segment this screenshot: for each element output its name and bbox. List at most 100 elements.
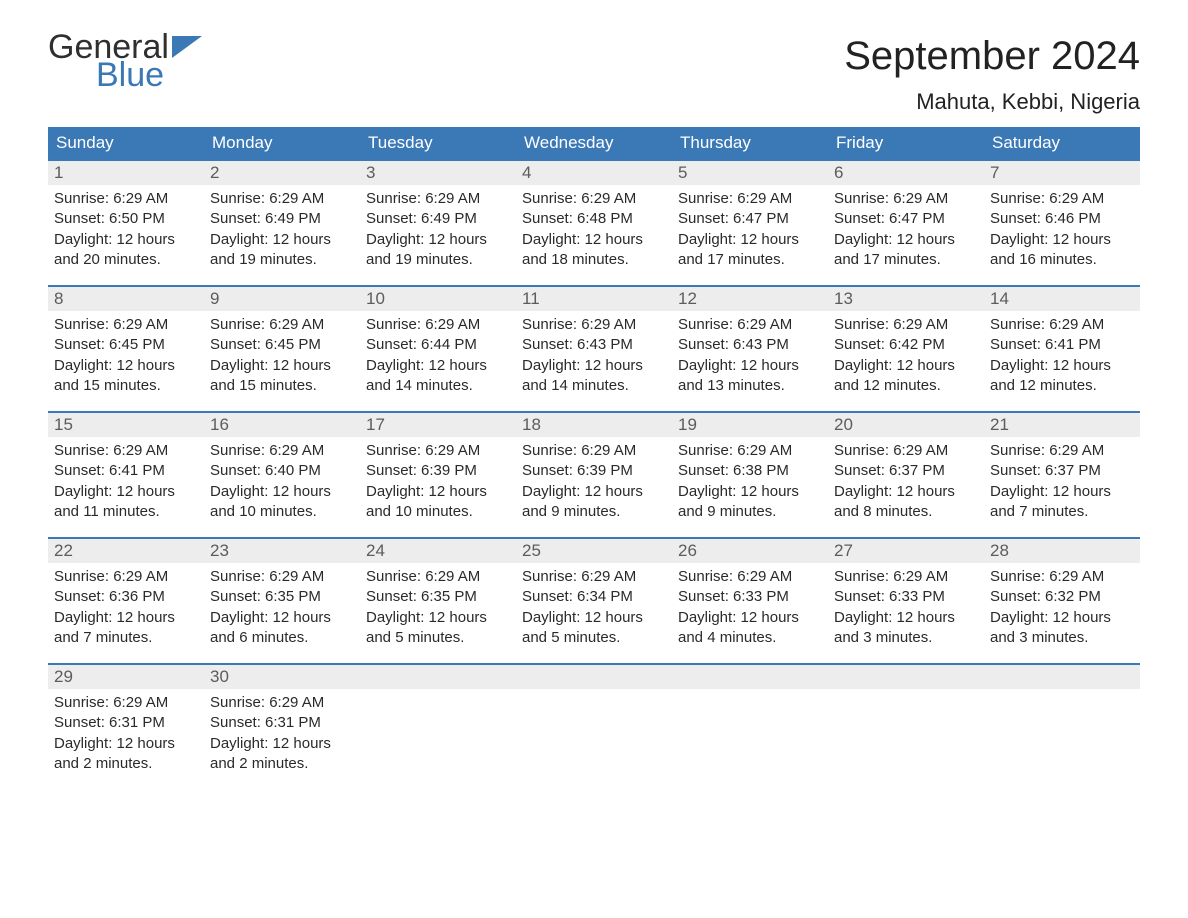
day-body: Sunrise: 6:29 AMSunset: 6:41 PMDaylight:… bbox=[984, 311, 1140, 400]
dow-sun: Sunday bbox=[48, 127, 204, 159]
dow-tue: Tuesday bbox=[360, 127, 516, 159]
day-sunset: Sunset: 6:31 PM bbox=[210, 713, 354, 733]
day-sunrise: Sunrise: 6:29 AM bbox=[210, 693, 354, 713]
day-number: 7 bbox=[984, 161, 1140, 185]
location-label: Mahuta, Kebbi, Nigeria bbox=[844, 89, 1140, 115]
day-sunset: Sunset: 6:45 PM bbox=[210, 335, 354, 355]
day-day1: Daylight: 12 hours bbox=[522, 356, 666, 376]
day-sunrise: Sunrise: 6:29 AM bbox=[990, 189, 1134, 209]
day-sunrise: Sunrise: 6:29 AM bbox=[210, 315, 354, 335]
day-number: 1 bbox=[48, 161, 204, 185]
day-cell: 21Sunrise: 6:29 AMSunset: 6:37 PMDayligh… bbox=[984, 413, 1140, 537]
day-cell: 26Sunrise: 6:29 AMSunset: 6:33 PMDayligh… bbox=[672, 539, 828, 663]
day-number: 27 bbox=[828, 539, 984, 563]
day-sunrise: Sunrise: 6:29 AM bbox=[366, 441, 510, 461]
day-sunrise: Sunrise: 6:29 AM bbox=[54, 189, 198, 209]
day-cell: 25Sunrise: 6:29 AMSunset: 6:34 PMDayligh… bbox=[516, 539, 672, 663]
day-day2: and 17 minutes. bbox=[678, 250, 822, 270]
day-number: 18 bbox=[516, 413, 672, 437]
day-day2: and 8 minutes. bbox=[834, 502, 978, 522]
day-body: Sunrise: 6:29 AMSunset: 6:42 PMDaylight:… bbox=[828, 311, 984, 400]
day-cell: 9Sunrise: 6:29 AMSunset: 6:45 PMDaylight… bbox=[204, 287, 360, 411]
day-number: 4 bbox=[516, 161, 672, 185]
day-sunrise: Sunrise: 6:29 AM bbox=[366, 315, 510, 335]
day-sunset: Sunset: 6:36 PM bbox=[54, 587, 198, 607]
day-sunrise: Sunrise: 6:29 AM bbox=[210, 567, 354, 587]
day-day1: Daylight: 12 hours bbox=[54, 482, 198, 502]
day-day2: and 7 minutes. bbox=[54, 628, 198, 648]
day-number: 19 bbox=[672, 413, 828, 437]
day-cell: 13Sunrise: 6:29 AMSunset: 6:42 PMDayligh… bbox=[828, 287, 984, 411]
day-number: 26 bbox=[672, 539, 828, 563]
day-sunset: Sunset: 6:48 PM bbox=[522, 209, 666, 229]
week-row: 15Sunrise: 6:29 AMSunset: 6:41 PMDayligh… bbox=[48, 411, 1140, 537]
week-row: 1Sunrise: 6:29 AMSunset: 6:50 PMDaylight… bbox=[48, 159, 1140, 285]
day-body: Sunrise: 6:29 AMSunset: 6:41 PMDaylight:… bbox=[48, 437, 204, 526]
day-day1: Daylight: 12 hours bbox=[54, 734, 198, 754]
day-day1: Daylight: 12 hours bbox=[54, 356, 198, 376]
day-number: 29 bbox=[48, 665, 204, 689]
day-body: Sunrise: 6:29 AMSunset: 6:38 PMDaylight:… bbox=[672, 437, 828, 526]
day-cell: 18Sunrise: 6:29 AMSunset: 6:39 PMDayligh… bbox=[516, 413, 672, 537]
day-number: 14 bbox=[984, 287, 1140, 311]
page: General Blue September 2024 Mahuta, Kebb… bbox=[0, 0, 1188, 829]
day-day2: and 10 minutes. bbox=[366, 502, 510, 522]
day-sunset: Sunset: 6:49 PM bbox=[210, 209, 354, 229]
day-number: 8 bbox=[48, 287, 204, 311]
day-body: Sunrise: 6:29 AMSunset: 6:35 PMDaylight:… bbox=[360, 563, 516, 652]
day-body: Sunrise: 6:29 AMSunset: 6:39 PMDaylight:… bbox=[516, 437, 672, 526]
day-body: Sunrise: 6:29 AMSunset: 6:47 PMDaylight:… bbox=[828, 185, 984, 274]
day-day1: Daylight: 12 hours bbox=[210, 482, 354, 502]
day-cell: 27Sunrise: 6:29 AMSunset: 6:33 PMDayligh… bbox=[828, 539, 984, 663]
day-day1: Daylight: 12 hours bbox=[678, 482, 822, 502]
day-day1: Daylight: 12 hours bbox=[366, 356, 510, 376]
day-cell: 17Sunrise: 6:29 AMSunset: 6:39 PMDayligh… bbox=[360, 413, 516, 537]
day-number: . bbox=[516, 665, 672, 689]
calendar: Sunday Monday Tuesday Wednesday Thursday… bbox=[48, 127, 1140, 789]
day-cell: . bbox=[672, 665, 828, 789]
day-sunrise: Sunrise: 6:29 AM bbox=[366, 567, 510, 587]
day-number: 3 bbox=[360, 161, 516, 185]
week-row: 22Sunrise: 6:29 AMSunset: 6:36 PMDayligh… bbox=[48, 537, 1140, 663]
day-sunrise: Sunrise: 6:29 AM bbox=[366, 189, 510, 209]
day-day1: Daylight: 12 hours bbox=[366, 608, 510, 628]
day-day1: Daylight: 12 hours bbox=[54, 608, 198, 628]
weeks-container: 1Sunrise: 6:29 AMSunset: 6:50 PMDaylight… bbox=[48, 159, 1140, 789]
day-sunrise: Sunrise: 6:29 AM bbox=[678, 189, 822, 209]
day-day1: Daylight: 12 hours bbox=[834, 482, 978, 502]
day-number: 30 bbox=[204, 665, 360, 689]
day-sunrise: Sunrise: 6:29 AM bbox=[522, 189, 666, 209]
day-number: 12 bbox=[672, 287, 828, 311]
day-sunrise: Sunrise: 6:29 AM bbox=[54, 693, 198, 713]
day-body: Sunrise: 6:29 AMSunset: 6:49 PMDaylight:… bbox=[204, 185, 360, 274]
day-body: Sunrise: 6:29 AMSunset: 6:37 PMDaylight:… bbox=[984, 437, 1140, 526]
day-number: 17 bbox=[360, 413, 516, 437]
day-day2: and 20 minutes. bbox=[54, 250, 198, 270]
day-sunset: Sunset: 6:44 PM bbox=[366, 335, 510, 355]
day-day2: and 2 minutes. bbox=[54, 754, 198, 774]
day-number: . bbox=[672, 665, 828, 689]
day-body: Sunrise: 6:29 AMSunset: 6:36 PMDaylight:… bbox=[48, 563, 204, 652]
logo: General Blue bbox=[48, 30, 202, 92]
day-cell: 20Sunrise: 6:29 AMSunset: 6:37 PMDayligh… bbox=[828, 413, 984, 537]
day-sunset: Sunset: 6:37 PM bbox=[834, 461, 978, 481]
dow-fri: Friday bbox=[828, 127, 984, 159]
day-sunrise: Sunrise: 6:29 AM bbox=[54, 567, 198, 587]
day-day2: and 4 minutes. bbox=[678, 628, 822, 648]
day-body: Sunrise: 6:29 AMSunset: 6:39 PMDaylight:… bbox=[360, 437, 516, 526]
day-cell: . bbox=[984, 665, 1140, 789]
day-sunset: Sunset: 6:39 PM bbox=[366, 461, 510, 481]
day-sunset: Sunset: 6:47 PM bbox=[678, 209, 822, 229]
day-day2: and 12 minutes. bbox=[990, 376, 1134, 396]
day-cell: 30Sunrise: 6:29 AMSunset: 6:31 PMDayligh… bbox=[204, 665, 360, 789]
day-day1: Daylight: 12 hours bbox=[366, 482, 510, 502]
day-body: Sunrise: 6:29 AMSunset: 6:45 PMDaylight:… bbox=[204, 311, 360, 400]
day-day2: and 5 minutes. bbox=[522, 628, 666, 648]
day-sunset: Sunset: 6:31 PM bbox=[54, 713, 198, 733]
day-sunrise: Sunrise: 6:29 AM bbox=[54, 315, 198, 335]
day-sunset: Sunset: 6:46 PM bbox=[990, 209, 1134, 229]
day-day1: Daylight: 12 hours bbox=[834, 230, 978, 250]
day-sunrise: Sunrise: 6:29 AM bbox=[210, 189, 354, 209]
day-number: . bbox=[360, 665, 516, 689]
day-cell: . bbox=[360, 665, 516, 789]
